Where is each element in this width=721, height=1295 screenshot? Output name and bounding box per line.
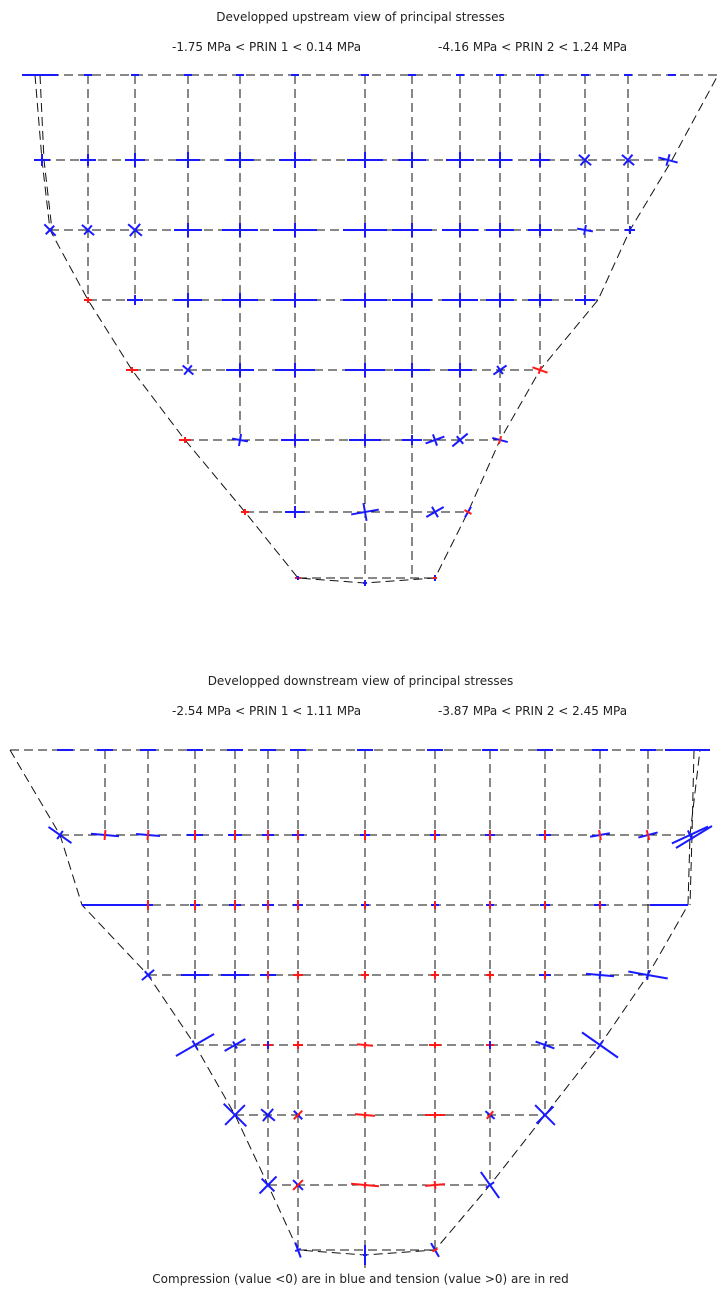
downstream-title: Developped downstream view of principal …: [207, 674, 514, 688]
stress-marker-prin2: [83, 224, 93, 236]
color-legend: Compression (value <0) are in blue and t…: [152, 1272, 569, 1286]
stress-marker-prin2: [645, 829, 651, 841]
stress-marker-prin2: [292, 1179, 304, 1191]
stress-marker-prin2: [583, 224, 587, 236]
stress-marker-prin2: [464, 509, 472, 515]
stress-marker-prin1: [675, 825, 713, 849]
stress-marker-prin2: [224, 1104, 246, 1126]
stress-marker-prin2: [191, 1040, 199, 1050]
stress-marker-prin2: [537, 365, 543, 375]
stress-marker-prin2: [456, 435, 464, 445]
stress-marker-prin2: [362, 502, 368, 522]
stress-marker-prin2: [433, 1180, 437, 1190]
stress-marker-prin2: [598, 829, 602, 841]
stress-marker-prin2: [260, 1177, 276, 1193]
stress-marker-prin2: [129, 223, 141, 237]
stress-marker-prin2: [535, 1105, 555, 1125]
stress-marker-prin2: [103, 829, 107, 841]
stress-marker-prin2: [45, 225, 55, 235]
downstream-range-prin2: -3.87 MPa < PRIN 2 < 2.45 MPa: [438, 704, 628, 718]
stress-marker-prin2: [596, 1040, 604, 1050]
stress-marker-prin2: [431, 506, 439, 518]
stress-marker-prin2: [579, 153, 591, 167]
stress-marker-prin2: [232, 1041, 238, 1049]
downstream-range-prin1: -2.54 MPa < PRIN 1 < 1.11 MPa: [172, 704, 362, 718]
stress-marker-prin2: [262, 1108, 274, 1122]
upstream-title: Developped upstream view of principal st…: [216, 10, 505, 24]
downstream-mesh: [9, 749, 713, 1268]
stress-marker-prin2: [146, 829, 150, 841]
downstream-boundary: [9, 749, 701, 1256]
stress-marker-prin2: [646, 969, 650, 981]
stress-marker-prin2: [598, 970, 602, 980]
upstream-boundary: [34, 74, 719, 584]
stress-marker-prin2: [183, 364, 193, 376]
upstream-mesh: [22, 74, 719, 586]
stress-marker-prin2: [486, 1110, 494, 1120]
stress-marker-prin2: [496, 365, 504, 375]
stress-marker-prin2: [56, 830, 64, 840]
stress-marker-prin2: [294, 1248, 302, 1252]
upstream-range-prin1: -1.75 MPa < PRIN 1 < 0.14 MPa: [172, 40, 362, 54]
stress-marker-prin2: [497, 435, 503, 445]
stress-marker-prin2: [485, 1181, 495, 1189]
stress-marker-prin2: [293, 1110, 303, 1120]
stress-marker-prin2: [144, 970, 152, 980]
stress-marker-prin2: [542, 1040, 548, 1050]
stress-marker-prin2: [431, 1247, 439, 1253]
stress-marker-prin2: [363, 1041, 367, 1049]
stress-marker-prin2: [432, 434, 438, 446]
stress-marker-prin2: [622, 153, 634, 167]
stress-marker-prin2: [363, 1111, 367, 1119]
stress-marker-prin2: [363, 1181, 367, 1189]
stress-marker-prin2: [237, 433, 243, 447]
upstream-range-prin2: -4.16 MPa < PRIN 2 < 1.24 MPa: [438, 40, 628, 54]
stress-marker-prin2: [665, 153, 671, 167]
